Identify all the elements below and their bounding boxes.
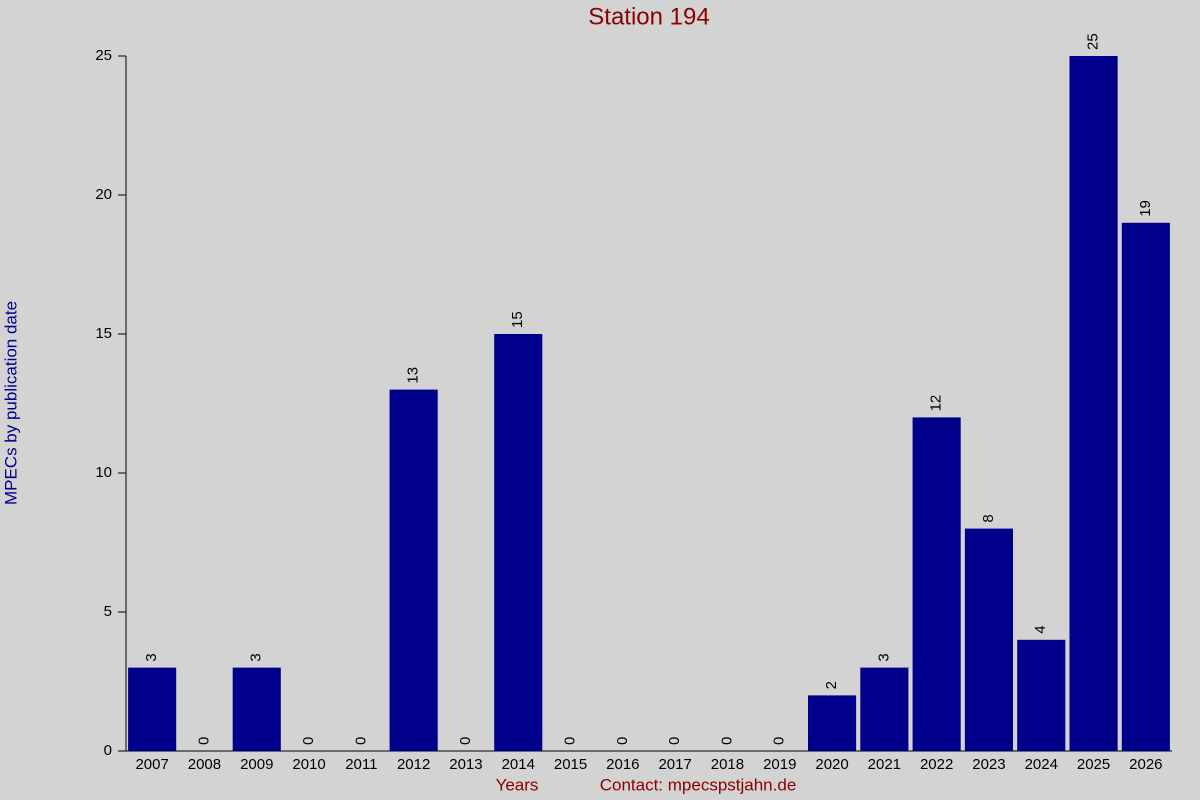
- value-label: 0: [457, 737, 474, 745]
- chart-title: Station 194: [588, 3, 709, 30]
- bar: [128, 667, 177, 751]
- contact: Contact: mpecspstjahn.de: [600, 775, 797, 794]
- value-label: 15: [509, 311, 526, 328]
- y-tick-label: 5: [104, 603, 112, 620]
- x-tick-label: 2016: [606, 756, 639, 773]
- x-tick-label: 2025: [1077, 756, 1110, 773]
- x-tick-label: 2026: [1129, 756, 1162, 773]
- x-tick-label: 2018: [711, 756, 744, 773]
- bar: [860, 667, 909, 751]
- value-label: 2: [823, 681, 840, 689]
- bar: [1017, 639, 1066, 751]
- bar: [912, 417, 961, 751]
- value-label: 3: [143, 653, 160, 661]
- value-label: 12: [928, 395, 945, 412]
- bar: [1121, 222, 1170, 752]
- y-tick-label: 0: [104, 742, 112, 759]
- bar: [494, 334, 543, 751]
- x-tick-label: 2012: [397, 756, 430, 773]
- x-tick-label: 2013: [449, 756, 482, 773]
- value-label: 13: [405, 367, 422, 384]
- x-tick-label: 2024: [1025, 756, 1058, 773]
- bar: [1069, 56, 1118, 751]
- y-tick-label: 20: [95, 186, 112, 203]
- x-axis-label: Years: [496, 775, 539, 794]
- bar: [807, 695, 857, 751]
- value-label: 19: [1137, 200, 1154, 217]
- value-label: 4: [1032, 625, 1049, 633]
- value-label: 3: [248, 653, 265, 661]
- value-label: 0: [771, 737, 788, 745]
- x-tick-label: 2017: [658, 756, 691, 773]
- value-label: 25: [1085, 33, 1102, 50]
- x-tick-label: 2007: [135, 756, 168, 773]
- x-tick-label: 2021: [868, 756, 901, 773]
- x-tick-label: 2015: [554, 756, 587, 773]
- y-tick-label: 10: [95, 464, 112, 481]
- y-axis-label: MPECs by publication date: [1, 301, 20, 505]
- y-tick-label: 15: [95, 325, 112, 342]
- x-tick-label: 2023: [972, 756, 1005, 773]
- y-tick-label: 25: [95, 47, 112, 64]
- bar: [232, 667, 281, 751]
- value-label: 0: [562, 737, 579, 745]
- x-tick-label: 2022: [920, 756, 953, 773]
- value-label: 0: [718, 737, 735, 745]
- x-tick-label: 2008: [188, 756, 221, 773]
- bar: [964, 528, 1014, 751]
- value-label: 0: [614, 737, 631, 745]
- value-label: 0: [666, 737, 683, 745]
- value-label: 0: [352, 737, 369, 745]
- x-tick-label: 2020: [815, 756, 848, 773]
- bar: [389, 389, 438, 751]
- value-label: 8: [980, 514, 997, 522]
- x-tick-label: 2010: [292, 756, 325, 773]
- x-tick-label: 2019: [763, 756, 796, 773]
- value-label: 0: [195, 737, 212, 745]
- value-label: 0: [300, 737, 317, 745]
- x-tick-label: 2009: [240, 756, 273, 773]
- x-tick-label: 2014: [502, 756, 535, 773]
- value-label: 3: [875, 653, 892, 661]
- x-tick-label: 2011: [345, 756, 377, 773]
